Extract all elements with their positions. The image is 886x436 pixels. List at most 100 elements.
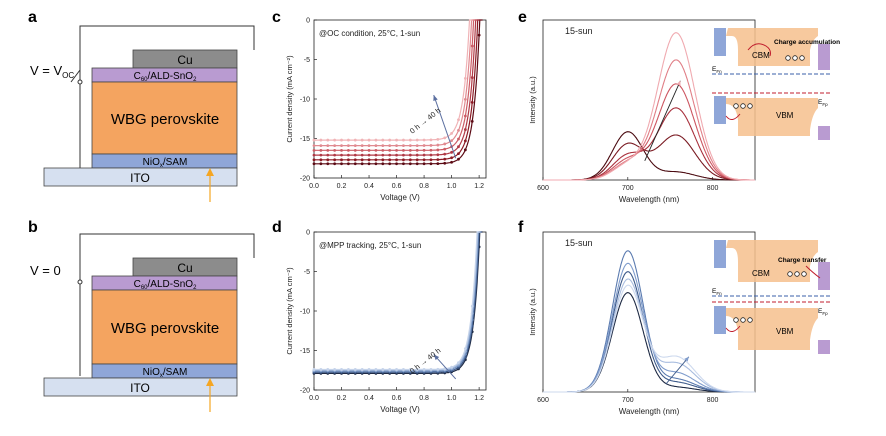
series-5-point	[422, 368, 426, 371]
perovskite-label-a: WBG perovskite	[111, 111, 219, 128]
ito-layer-b	[43, 377, 238, 397]
series-1-point	[477, 33, 481, 37]
series-5-point	[319, 144, 323, 148]
series-1-point	[319, 162, 323, 166]
series-1-point	[395, 162, 398, 166]
panel-letter-b: b	[28, 219, 38, 236]
x-tick-label: 1.0	[447, 183, 457, 190]
series-3-point	[408, 153, 412, 157]
series-5-point	[443, 142, 447, 146]
series-1-point	[347, 162, 350, 166]
series-6-point	[388, 138, 392, 142]
series-1-point	[470, 120, 474, 123]
series-line-2	[314, 231, 482, 373]
series-5-point	[463, 347, 467, 351]
series-5-point	[360, 368, 364, 371]
series-5-point	[319, 368, 323, 371]
series-3-point	[429, 153, 433, 157]
series-1-point	[450, 160, 453, 164]
pl-chart-mpp: 600 700 800 Wavelength (nm) Intensity (a.u.)…	[528, 231, 756, 416]
series-4-point	[367, 148, 371, 152]
inset-e-etl-block-top	[818, 44, 830, 70]
series-3-point	[463, 128, 467, 131]
x-tick-label: 0.4	[364, 183, 374, 190]
series-line-6	[543, 284, 755, 393]
panel-letter-a: a	[28, 9, 37, 26]
series-4-point	[415, 148, 419, 152]
series-line-4	[314, 19, 477, 151]
series-line-6	[543, 32, 755, 181]
perovskite-label-b: WBG perovskite	[111, 320, 219, 337]
voltage-label-a: V = VOC	[30, 63, 74, 80]
series-5-point	[353, 368, 357, 371]
inset-e-hole-1	[733, 103, 739, 109]
series-5-point	[333, 368, 337, 371]
series-3-point	[360, 153, 364, 157]
series-3-point	[388, 153, 392, 157]
inset-e-arrow-curve-2	[725, 113, 741, 120]
series-4-point	[333, 148, 337, 152]
series-5-point	[340, 368, 343, 371]
inset-e-hole-3	[747, 103, 753, 109]
x-axis-label: Wavelength (nm)	[619, 195, 680, 204]
series-6-point	[353, 138, 357, 142]
series-line-5	[314, 19, 475, 147]
series-3-point	[340, 153, 343, 157]
x-tick-label: 0.0	[309, 183, 319, 190]
series-2-point	[347, 158, 350, 162]
series-6-point	[422, 138, 426, 142]
series-4-point	[429, 148, 433, 152]
series-2-point	[374, 158, 378, 162]
inset-e-vb	[726, 98, 818, 136]
x-tick-label: 800	[707, 185, 719, 192]
series-5-point	[374, 144, 378, 148]
series-4-point	[347, 148, 350, 152]
series-line-4	[313, 231, 481, 371]
x-tick-label: 0.8	[419, 183, 429, 190]
series-4-point	[326, 148, 330, 152]
series-2-point	[312, 158, 316, 162]
x-tick-label: 600	[537, 397, 549, 404]
x-tick-label: 600	[537, 185, 549, 192]
series-2-point	[415, 158, 419, 162]
series-5-point	[333, 144, 337, 148]
inset-f-electron-1	[787, 271, 793, 277]
switch-node-b	[77, 279, 83, 285]
series-5-point	[340, 144, 343, 148]
y-tick-label: -5	[304, 269, 310, 276]
inset-f-arrow-curve	[805, 265, 821, 279]
series-5-point	[326, 144, 330, 148]
trend-arrow	[665, 356, 690, 385]
series-4-point	[422, 148, 426, 152]
series-line-3	[314, 19, 479, 156]
inset-f-hole-2	[740, 317, 746, 323]
series-6-point	[374, 138, 378, 142]
inset-f-etl-block-top	[818, 262, 830, 290]
cu-label-b: Cu	[177, 261, 192, 275]
series-1-point	[374, 162, 378, 166]
series-2-point	[470, 100, 474, 104]
series-1-point	[408, 162, 412, 166]
series-3-point	[381, 153, 385, 157]
series-3-point	[402, 153, 405, 157]
series-2-point	[395, 158, 398, 162]
x-tick-label: 700	[622, 397, 634, 404]
x-tick-label: 0.8	[419, 395, 429, 402]
x-tick-label: 0.4	[364, 395, 374, 402]
series-5-point	[429, 367, 433, 371]
series-2-point	[450, 156, 453, 160]
series-4-point	[388, 148, 392, 152]
inset-e-cbm: CBM	[752, 51, 770, 60]
series-1-point	[457, 157, 460, 161]
series-1-point	[436, 162, 440, 166]
trend-arrowhead	[433, 354, 440, 361]
series-5-point	[381, 368, 385, 371]
x-axis-label: Voltage (V)	[380, 193, 420, 202]
series-5-point	[436, 367, 440, 371]
series-4-point	[470, 44, 474, 48]
series-2-point	[388, 158, 392, 162]
series-2-point	[333, 158, 337, 162]
inset-f-hole-1	[733, 317, 739, 323]
inset-e-electron-2	[792, 55, 798, 61]
series-6-point	[367, 138, 371, 142]
